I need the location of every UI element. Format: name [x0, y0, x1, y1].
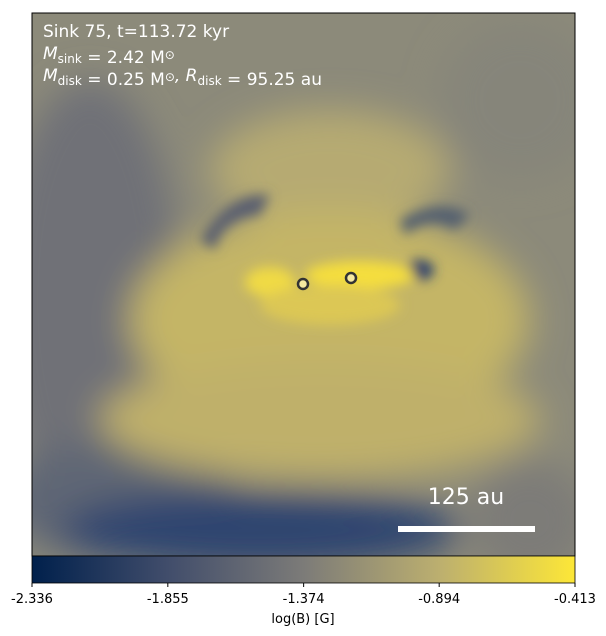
tick-label: -0.894 — [418, 592, 460, 607]
field-map — [32, 13, 575, 556]
annotation-part: disk — [198, 74, 222, 88]
annotation-part: disk — [58, 74, 82, 88]
annotation-part: sink — [58, 52, 82, 66]
annotation-part: M — [43, 66, 58, 86]
tick-label: -2.336 — [11, 592, 53, 607]
annotation-part: Sink 75, t=113.72 kyr — [43, 22, 229, 42]
colorbar-ticks: -2.336 -1.855 -1.374 -0.894 -0.413 — [11, 583, 596, 607]
annotation-part: = 2.42 M — [82, 48, 165, 68]
tick-label: -1.855 — [147, 592, 189, 607]
annotation-part: M — [43, 44, 58, 64]
scale-bar — [398, 526, 535, 532]
annotation: Mdisk = 0.25 M⊙, Rdisk = 95.25 au — [43, 66, 322, 90]
annotation-part: = 0.25 M — [82, 70, 165, 90]
sink-marker — [344, 271, 358, 285]
colorbar-label: log(B) [G] — [271, 612, 334, 627]
tick-label: -0.413 — [554, 592, 596, 607]
annotation-part: = 95.25 au — [222, 70, 322, 90]
tick-label: -1.374 — [283, 592, 325, 607]
annotation-part: , R — [175, 66, 198, 86]
annotation-part: ⊙ — [165, 70, 175, 84]
colorbar — [31, 555, 576, 584]
scale-bar-label: 125 au — [428, 485, 504, 510]
annotation: Msink = 2.42 M⊙ — [43, 44, 175, 68]
annotation: Sink 75, t=113.72 kyr — [43, 22, 229, 42]
sink-marker — [296, 277, 310, 291]
annotation-part: ⊙ — [165, 48, 175, 62]
